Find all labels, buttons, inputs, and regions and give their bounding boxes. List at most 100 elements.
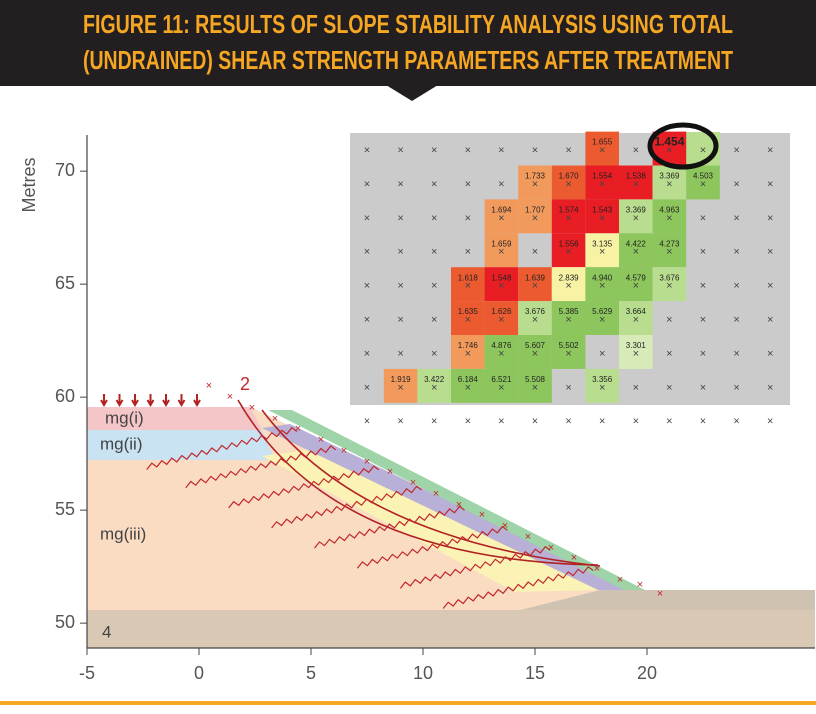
x-tick-label: 0 (194, 663, 204, 683)
grid-point: × (565, 280, 571, 292)
x-tick-label: 5 (306, 663, 316, 683)
grid-point: × (633, 416, 639, 428)
grid-point: × (666, 178, 672, 190)
face-cross: × (272, 413, 278, 425)
grid-point: × (767, 178, 773, 190)
grid-point: × (666, 212, 672, 224)
grid-point: × (767, 212, 773, 224)
grid-point: × (633, 382, 639, 394)
grid-point: × (767, 280, 773, 292)
grid-point: × (431, 246, 437, 258)
grid-point: × (364, 212, 370, 224)
y-tick-label: 55 (55, 499, 75, 519)
grid-point: × (498, 314, 504, 326)
face-cross: × (387, 466, 393, 478)
grid-point: × (498, 416, 504, 428)
grid-point: × (700, 416, 706, 428)
face-cross: × (206, 380, 212, 392)
grid-point: × (666, 314, 672, 326)
grid-point: × (700, 144, 706, 156)
grid-point: × (431, 382, 437, 394)
x-tick-label: 15 (525, 663, 545, 683)
layer-label: mg(i) (105, 408, 144, 427)
grid-point: × (465, 416, 471, 428)
grid-point: × (565, 144, 571, 156)
grid-point: × (633, 280, 639, 292)
grid-point: × (431, 416, 437, 428)
grid-point: × (733, 314, 739, 326)
grid-point: × (700, 348, 706, 360)
grid-point: × (767, 382, 773, 394)
face-cross: × (617, 574, 623, 586)
grid-point: × (700, 178, 706, 190)
face-cross: × (410, 477, 416, 489)
grid-point: × (599, 246, 605, 258)
grid-point: × (733, 178, 739, 190)
grid-point: × (633, 246, 639, 258)
grid-point: × (767, 416, 773, 428)
grid-point: × (532, 348, 538, 360)
y-tick-label: 60 (55, 386, 75, 406)
y-tick-label: 70 (55, 160, 75, 180)
face-cross: × (295, 423, 301, 435)
grid-point: × (599, 178, 605, 190)
grid-point: × (532, 382, 538, 394)
grid-point: × (431, 348, 437, 360)
grid-point: × (733, 416, 739, 428)
grid-point: × (364, 178, 370, 190)
grid-point: × (599, 348, 605, 360)
grid-point: × (666, 416, 672, 428)
face-cross: × (227, 391, 233, 403)
grid-point: × (700, 246, 706, 258)
layer-label: mg(ii) (100, 434, 143, 453)
face-cross: × (456, 499, 462, 511)
grid-point: × (767, 348, 773, 360)
grid-point: × (565, 212, 571, 224)
grid-point: × (397, 416, 403, 428)
grid-point: × (666, 348, 672, 360)
grid-point: × (431, 178, 437, 190)
grid-point: × (565, 246, 571, 258)
face-cross: × (433, 488, 439, 500)
grid-point: × (532, 246, 538, 258)
grid-point: × (532, 416, 538, 428)
grid-point: × (431, 144, 437, 156)
page: {"chart_data": { "type": "section-grid",… (0, 0, 816, 709)
footer-rule (0, 701, 816, 705)
face-cross: × (364, 456, 370, 468)
load-arrow (163, 394, 169, 405)
y-tick-label: 65 (55, 273, 75, 293)
grid-point: × (599, 280, 605, 292)
grid-point: × (397, 280, 403, 292)
face-cross: × (341, 445, 347, 457)
grid-point: × (397, 314, 403, 326)
face-cross: × (249, 402, 255, 414)
grid-point: × (565, 348, 571, 360)
grid-point: × (532, 144, 538, 156)
grid-point: × (364, 416, 370, 428)
grid-point: × (498, 280, 504, 292)
slip-label: 2 (240, 374, 250, 394)
face-cross: × (479, 509, 485, 521)
grid-point: × (364, 280, 370, 292)
grid-point: × (532, 212, 538, 224)
grid-point: × (465, 314, 471, 326)
face-cross: × (318, 434, 324, 446)
grid-point: × (364, 314, 370, 326)
grid-point: × (565, 382, 571, 394)
load-arrow (148, 394, 154, 405)
load-arrow (132, 394, 138, 405)
grid-point: × (700, 314, 706, 326)
layer-label: mg(iii) (100, 524, 146, 543)
layer-label: 4 (102, 622, 111, 641)
grid-point: × (666, 246, 672, 258)
grid-point: × (733, 246, 739, 258)
load-arrow (179, 394, 185, 405)
grid-point: × (498, 246, 504, 258)
grid-point: × (465, 144, 471, 156)
grid-point: × (397, 144, 403, 156)
load-arrow (101, 394, 107, 405)
grid-point: × (565, 416, 571, 428)
grid-point: × (767, 246, 773, 258)
grid-point: × (599, 382, 605, 394)
